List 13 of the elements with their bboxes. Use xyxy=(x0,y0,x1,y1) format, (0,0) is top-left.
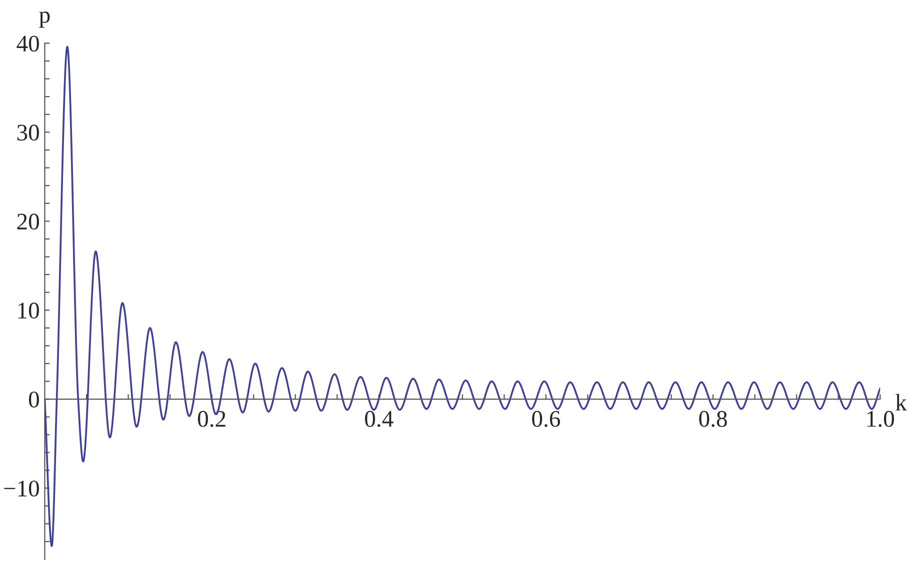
x-tick-label: 0.2 xyxy=(198,410,226,427)
x-tick-label: 0.4 xyxy=(365,410,394,427)
x-tick-label: 0.6 xyxy=(532,410,560,427)
y-tick-label: 40 xyxy=(16,36,39,52)
y-tick-label: −10 xyxy=(4,480,39,497)
y-axis-title: p xyxy=(39,12,50,28)
x-tick-label: 1.0 xyxy=(867,410,894,427)
x-axis-title: k xyxy=(896,394,907,410)
y-tick-label: 10 xyxy=(18,302,39,319)
y-tick-label: 0 xyxy=(28,392,39,408)
y-tick-label: 20 xyxy=(17,214,39,230)
x-tick-label: 0.8 xyxy=(699,410,727,427)
y-tick-label: 30 xyxy=(17,124,39,141)
